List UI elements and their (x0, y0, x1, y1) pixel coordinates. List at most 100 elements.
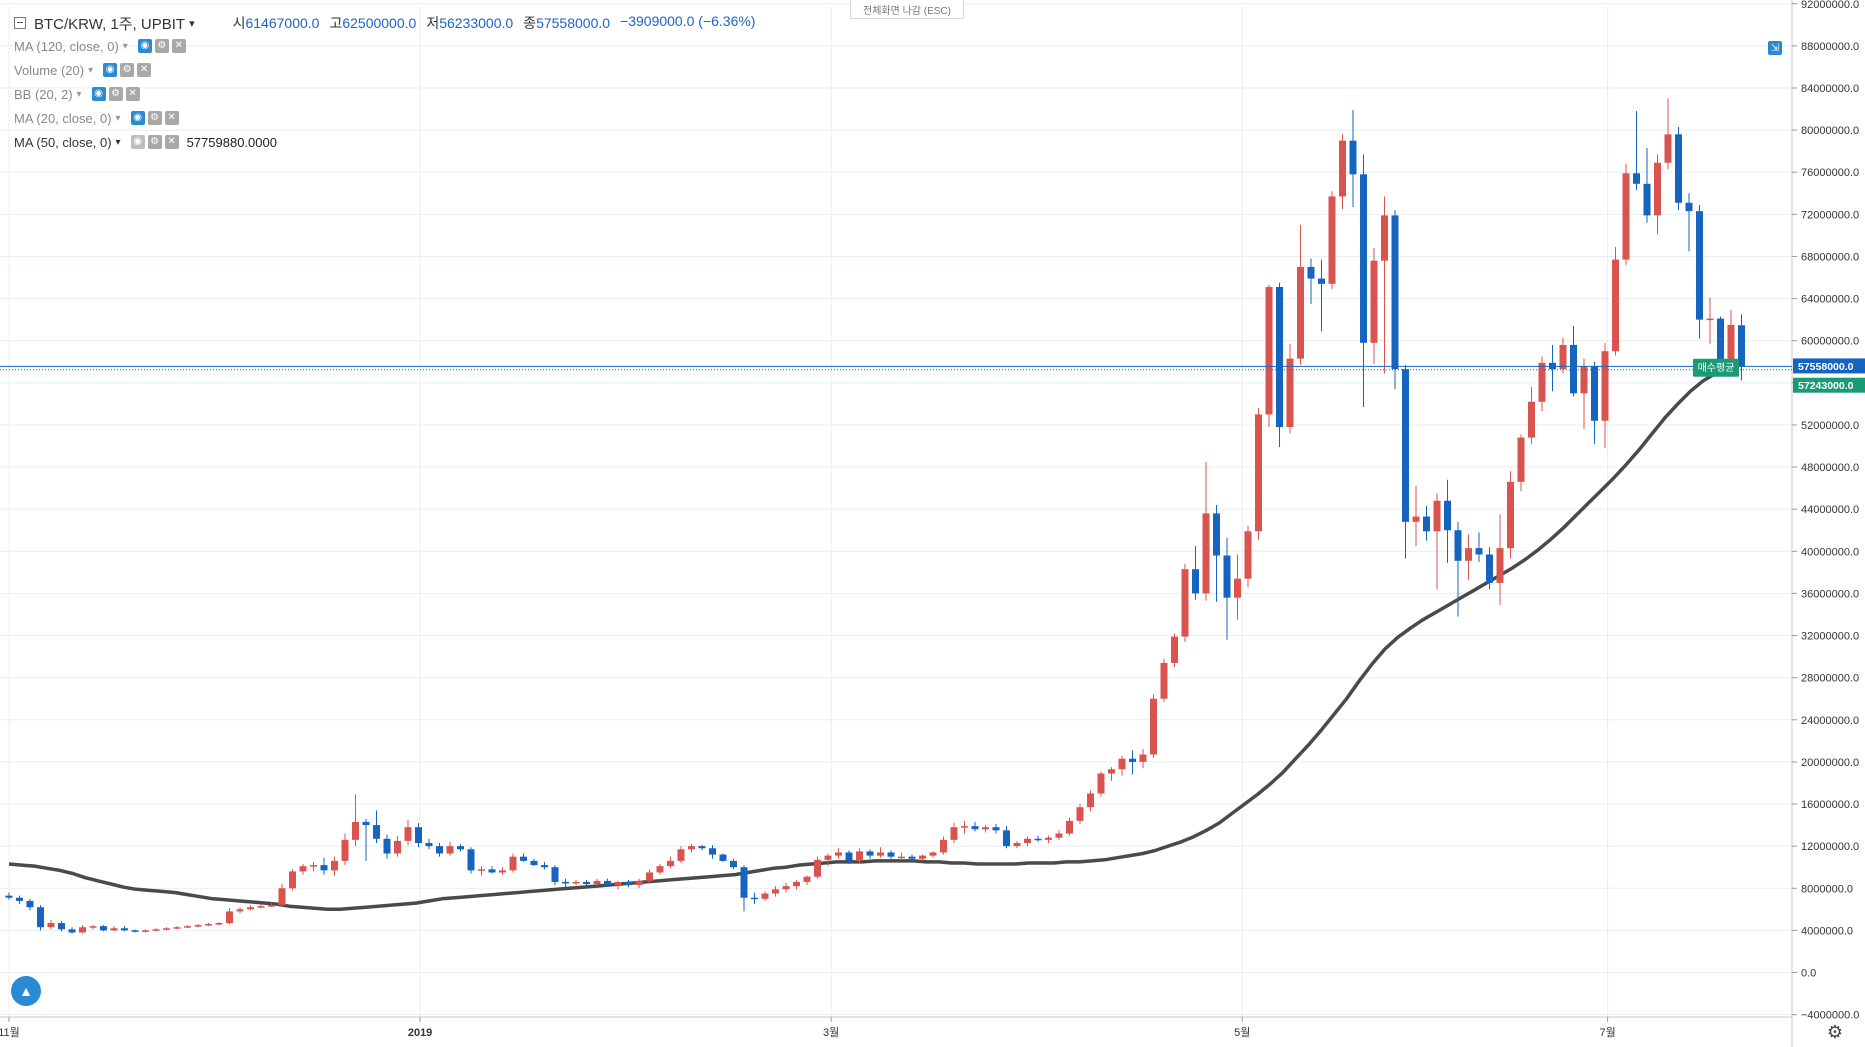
candle-up (1297, 224, 1304, 365)
candle-body (677, 849, 685, 861)
close-icon[interactable]: ✕ (164, 111, 179, 125)
indicator-value: 57759880.0000 (186, 134, 277, 150)
indicator-name[interactable]: Volume (20) (14, 62, 85, 78)
indicator-row[interactable]: MA (50, close, 0) ▾ ◉ ⚙ ✕ 57759880.0000 (14, 130, 755, 154)
candle-body (1654, 162, 1661, 216)
candle-up (1108, 767, 1115, 781)
gear-icon[interactable]: ⚙ (154, 39, 169, 53)
gear-icon[interactable]: ⚙ (147, 111, 162, 125)
time-axis: 11월20193월5월7월9월11월20203월5월7월9월11월20213월5… (0, 1017, 1616, 1039)
candle-body (1276, 286, 1283, 428)
candle-down (425, 838, 433, 850)
price-tick-label: 60000000.0 (1801, 336, 1859, 348)
close-icon[interactable]: ✕ (125, 87, 140, 101)
eye-icon[interactable]: ◉ (130, 111, 145, 125)
indicator-row[interactable]: MA (20, close, 0) ▾ ◉ ⚙ ✕ (14, 106, 755, 130)
candle-body (1538, 362, 1546, 402)
symbol-title[interactable]: BTC/KRW, 1주, UPBIT (34, 15, 186, 33)
candle-up (1601, 342, 1609, 449)
candle-body (541, 865, 548, 868)
scroll-to-latest-icon[interactable]: ⇲ (1768, 41, 1782, 55)
close-icon[interactable]: ✕ (164, 135, 179, 149)
indicator-name[interactable]: MA (50, close, 0) (14, 134, 112, 150)
chevron-down-icon[interactable]: ▾ (76, 88, 82, 100)
chevron-down-icon[interactable]: ▾ (122, 40, 128, 52)
candle-body (467, 849, 475, 871)
candle-up (656, 864, 664, 875)
eye-icon[interactable]: ◉ (91, 87, 106, 101)
price-tick-label: 28000000.0 (1801, 673, 1859, 685)
candle-body (1360, 174, 1367, 343)
candle-up (331, 856, 338, 876)
candle-up (1150, 694, 1157, 758)
candle-down (1349, 110, 1357, 207)
price-lines-layer (0, 365, 1792, 371)
candle-up (47, 919, 55, 930)
price-tick-label: 32000000.0 (1801, 631, 1859, 643)
candle-up (289, 869, 296, 891)
settings-gear-icon[interactable]: ⚙ (1826, 1022, 1844, 1042)
candle-body (1286, 358, 1294, 428)
moving-average-layer (8, 362, 1743, 912)
candle-body (1528, 401, 1535, 438)
candle-down (5, 892, 13, 900)
candle-body (1318, 278, 1325, 284)
collapse-legend-icon[interactable] (14, 17, 26, 29)
candle-body (1055, 833, 1063, 838)
price-tick-label: −4000000.0 (1801, 1010, 1859, 1022)
candle-body (1255, 414, 1262, 532)
gear-icon[interactable]: ⚙ (120, 63, 135, 77)
time-tick-label: 3월 (823, 1026, 839, 1039)
candle-body (152, 929, 160, 931)
candle-body (509, 856, 517, 871)
chevron-down-icon[interactable]: ▾ (115, 112, 121, 124)
candle-down (1591, 361, 1598, 444)
gear-icon[interactable]: ⚙ (108, 87, 123, 101)
indicator-name[interactable]: BB (20, 2) (14, 86, 73, 102)
candle-body (814, 859, 821, 877)
candle-body (709, 848, 716, 855)
tradingview-logo-icon[interactable]: ▲ (11, 976, 41, 1006)
close-icon[interactable]: ✕ (137, 63, 152, 77)
candle-down (845, 850, 853, 865)
candle-up (247, 905, 254, 911)
candle-down (751, 892, 758, 905)
price-tick-label: 76000000.0 (1801, 167, 1859, 179)
candle-body (110, 928, 118, 931)
candle-down (1685, 193, 1693, 252)
eye-icon[interactable]: ◉ (137, 39, 152, 53)
candle-up (341, 833, 349, 866)
candle-body (1045, 837, 1052, 840)
candle-body (1013, 842, 1021, 847)
candle-down (992, 824, 1000, 834)
indicator-name[interactable]: MA (20, close, 0) (14, 110, 112, 126)
price-tick-label: 36000000.0 (1801, 588, 1859, 600)
candle-body (1559, 344, 1567, 370)
indicator-row[interactable]: BB (20, 2) ▾ ◉ ⚙ ✕ (14, 82, 755, 106)
candle-up (184, 925, 191, 929)
candle-body (730, 860, 737, 868)
close-icon[interactable]: ✕ (171, 39, 186, 53)
candle-body (1727, 324, 1735, 361)
candle-body (572, 881, 580, 884)
candle-body (268, 905, 275, 907)
candle-down (551, 865, 559, 886)
candle-up (1181, 563, 1189, 642)
price-change: −3909000.0 (−6.36%) (620, 13, 756, 29)
indicator-name[interactable]: MA (120, close, 0) (14, 38, 119, 54)
candle-body (793, 881, 800, 887)
exit-fullscreen-hint[interactable]: 전체화면 나감 (ESC) (850, 0, 964, 19)
chevron-down-icon[interactable]: ▾ (189, 17, 195, 30)
eye-icon[interactable]: ◉ (130, 135, 145, 149)
candle-down (604, 878, 611, 887)
candle-down (467, 847, 475, 874)
chevron-down-icon[interactable]: ▾ (115, 136, 121, 148)
candle-up (635, 878, 643, 889)
gear-icon[interactable]: ⚙ (147, 135, 162, 149)
indicator-row[interactable]: Volume (20) ▾ ◉ ⚙ ✕ (14, 58, 755, 82)
chevron-down-icon[interactable]: ▾ (88, 64, 94, 76)
eye-icon[interactable]: ◉ (103, 63, 118, 77)
indicator-row[interactable]: MA (120, close, 0) ▾ ◉ ⚙ ✕ (14, 34, 755, 58)
candle-body (1066, 820, 1073, 834)
